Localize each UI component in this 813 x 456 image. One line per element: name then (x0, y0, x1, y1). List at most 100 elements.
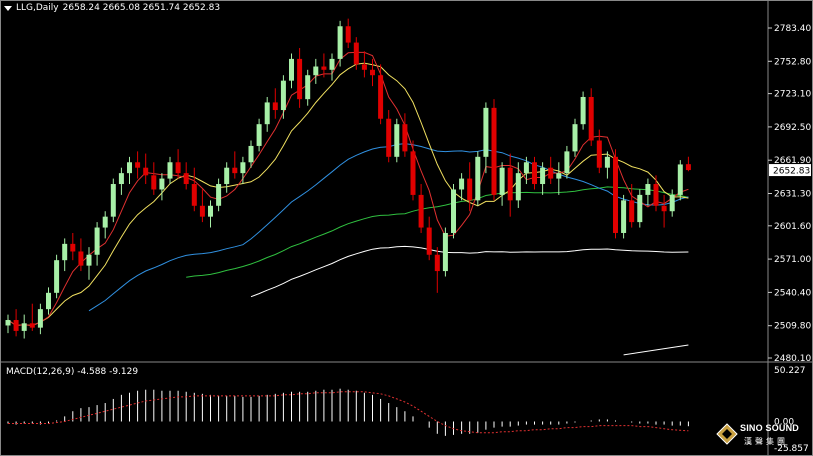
candle-body[interactable] (645, 184, 651, 195)
logo-icon (716, 423, 738, 445)
candle-body[interactable] (191, 184, 197, 206)
candle-body[interactable] (564, 151, 570, 174)
candle-body[interactable] (94, 227, 100, 255)
candle-body[interactable] (596, 140, 602, 168)
candle-body[interactable] (224, 167, 230, 185)
candle-body[interactable] (378, 75, 384, 119)
candle-body[interactable] (402, 124, 408, 152)
candle-body[interactable] (216, 184, 222, 206)
candle-body[interactable] (370, 69, 375, 76)
candle-body[interactable] (442, 232, 448, 272)
candle-body[interactable] (110, 184, 116, 217)
ma-yellow-line (7, 62, 689, 327)
candle-body[interactable] (118, 173, 124, 185)
candle-body[interactable] (475, 156, 481, 201)
candle-body[interactable] (532, 162, 537, 185)
candle-body[interactable] (21, 323, 27, 331)
candle-body[interactable] (78, 251, 84, 266)
candle-body[interactable] (345, 26, 351, 43)
candle-body[interactable] (248, 145, 254, 163)
candle-body[interactable] (588, 96, 594, 141)
candle-body[interactable] (613, 156, 618, 233)
candle-body[interactable] (434, 254, 440, 272)
candle-body[interactable] (418, 194, 424, 228)
candle-body[interactable] (386, 118, 392, 157)
candle-body[interactable] (199, 205, 205, 217)
candle-body[interactable] (337, 26, 343, 59)
logo-title: SINO SOUND (740, 423, 800, 433)
candle-body[interactable] (451, 189, 456, 233)
candle-body[interactable] (637, 194, 643, 223)
y-tick-label: 2783.40 (774, 24, 811, 34)
candle-body[interactable] (297, 58, 303, 100)
candle-body[interactable] (208, 205, 213, 217)
candle-body[interactable] (677, 164, 683, 195)
candle-body[interactable] (13, 320, 19, 331)
candle-body[interactable] (143, 167, 149, 176)
candle-body[interactable] (604, 156, 610, 168)
candle-body[interactable] (313, 66, 319, 76)
candle-body[interactable] (183, 173, 189, 185)
ma-red-line (7, 51, 689, 327)
candle-body[interactable] (523, 162, 529, 174)
candle-body[interactable] (54, 260, 60, 293)
candle-body[interactable] (289, 58, 294, 81)
y-tick-label: 2661.90 (774, 156, 811, 166)
candle-body[interactable] (353, 42, 359, 65)
candle-body[interactable] (256, 124, 262, 146)
candle-body[interactable] (135, 162, 141, 168)
candle-body[interactable] (29, 323, 35, 328)
chart-header: LLG,Daily 2658.24 2665.08 2651.74 2652.8… (4, 3, 220, 13)
candle-body[interactable] (653, 184, 659, 206)
candle-body[interactable] (37, 309, 43, 328)
y-tick-label: 2540.40 (774, 288, 811, 298)
candle-body[interactable] (102, 216, 108, 228)
candle-body[interactable] (410, 151, 416, 195)
candle-body[interactable] (70, 243, 76, 252)
y-tick-label: 2692.50 (774, 123, 811, 133)
candle-body[interactable] (426, 227, 432, 255)
candle-body[interactable] (394, 124, 400, 157)
candle-body[interactable] (46, 292, 51, 310)
candle-body[interactable] (62, 243, 68, 261)
candle-body[interactable] (459, 178, 465, 190)
candle-body[interactable] (661, 205, 667, 212)
candle-body[interactable] (127, 162, 132, 174)
candle-body[interactable] (151, 175, 157, 190)
candle-body[interactable] (240, 162, 246, 174)
candle-body[interactable] (86, 254, 92, 266)
candle-body[interactable] (329, 58, 335, 70)
candle-body[interactable] (159, 178, 165, 190)
candle-body[interactable] (515, 173, 521, 201)
candle-body[interactable] (629, 200, 635, 223)
candle-body[interactable] (175, 162, 181, 174)
candle-body[interactable] (548, 167, 554, 179)
candle-body[interactable] (467, 178, 473, 201)
candle-body[interactable] (499, 167, 505, 195)
candle-body[interactable] (580, 96, 586, 125)
candle-body[interactable] (572, 124, 578, 152)
candle-body[interactable] (264, 102, 270, 125)
dropdown-triangle-icon[interactable] (4, 5, 12, 11)
candle-body[interactable] (232, 167, 238, 174)
candle-body[interactable] (483, 107, 489, 157)
candle-body[interactable] (321, 66, 327, 70)
candle-body[interactable] (280, 80, 286, 111)
candle-body[interactable] (685, 164, 691, 171)
candle-body[interactable] (556, 173, 562, 179)
candle-body[interactable] (305, 75, 311, 100)
y-tick-label: 2509.80 (774, 322, 811, 332)
candle-body[interactable] (621, 200, 627, 233)
candle-body[interactable] (167, 162, 173, 179)
ma-long-white-line (623, 344, 689, 356)
candle-body[interactable] (669, 194, 675, 212)
current-price-tag (769, 164, 811, 177)
candle-body[interactable] (540, 167, 546, 185)
candle-body[interactable] (491, 107, 497, 195)
logo-subtitle: 漢聲集團 (744, 437, 788, 446)
candle-body[interactable] (272, 102, 278, 111)
candle-body[interactable] (361, 64, 367, 70)
candle-body[interactable] (5, 320, 11, 326)
candle-body[interactable] (507, 167, 513, 201)
